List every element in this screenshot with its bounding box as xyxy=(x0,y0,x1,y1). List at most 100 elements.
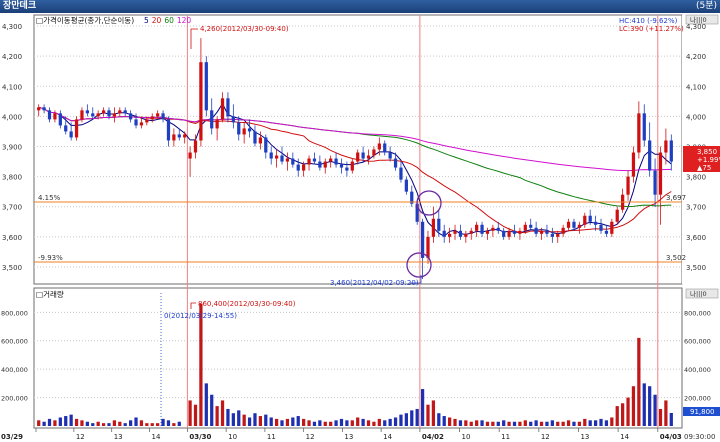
price-tick-right: 4,000 xyxy=(686,113,706,121)
candle xyxy=(156,110,160,120)
candle xyxy=(134,113,138,129)
candle-body xyxy=(134,119,138,126)
time-axis-hour-label: 10 xyxy=(228,433,237,441)
marker-circle-lower[interactable] xyxy=(406,252,432,278)
volume-bar xyxy=(204,383,208,426)
candle-body xyxy=(642,113,646,141)
candle-body xyxy=(437,218,441,231)
volume-bar xyxy=(339,418,344,426)
volume-bar xyxy=(431,400,436,426)
candle-body xyxy=(139,122,144,126)
candle-body xyxy=(593,221,598,225)
price-legend[interactable]: □가격이동평균(종가,단순이동) 5 20 60 120 xyxy=(36,15,191,25)
volume-bar xyxy=(518,421,522,426)
candle xyxy=(669,134,673,171)
volume-bar xyxy=(572,421,576,426)
candle-body xyxy=(415,203,419,222)
volume-bar xyxy=(464,420,468,426)
volume-bar xyxy=(550,420,554,426)
candle xyxy=(264,134,268,159)
candle-body xyxy=(80,110,84,120)
candle xyxy=(80,107,84,123)
volume-bars xyxy=(37,303,673,426)
volume-bar xyxy=(583,418,587,426)
volume-bar xyxy=(502,420,506,426)
volume-grid xyxy=(34,311,682,399)
candle xyxy=(329,155,333,168)
time-axis-hour-label: 11 xyxy=(501,433,510,441)
volume-bar xyxy=(302,418,306,426)
time-axis-hour-label: 13 xyxy=(344,433,353,441)
volume-bar xyxy=(220,400,225,426)
ma-period-legend: 5 20 60 120 xyxy=(144,16,191,25)
candle-body xyxy=(653,170,657,195)
current-price: 3,850 xyxy=(697,148,717,156)
ma-legend-item: 120 xyxy=(177,16,192,25)
candle-body xyxy=(177,134,181,138)
candle-body xyxy=(150,116,154,120)
candle xyxy=(399,161,403,183)
candle xyxy=(626,170,630,201)
candle-body xyxy=(523,224,527,231)
candle xyxy=(588,209,592,225)
candle xyxy=(664,128,668,165)
volume-bar xyxy=(556,421,560,426)
candle xyxy=(96,110,100,120)
candle xyxy=(561,224,565,237)
candle xyxy=(523,221,527,234)
candle xyxy=(577,221,582,234)
price-tick-right: 3,800 xyxy=(686,174,706,182)
candle-body xyxy=(269,152,273,159)
marker-circle-upper[interactable] xyxy=(416,190,442,216)
candle xyxy=(210,98,214,135)
candle-body xyxy=(334,158,338,165)
volume-bar xyxy=(42,421,46,426)
stock-chart[interactable]: 4.15% 3,697 -9.93% 3,502 4,260(2012/03/3… xyxy=(0,13,720,442)
volume-bar xyxy=(593,420,598,426)
volume-bar xyxy=(664,400,668,426)
price-panel-corner-button[interactable] xyxy=(685,14,719,25)
candle-body xyxy=(264,137,268,153)
candle-body xyxy=(231,116,235,123)
current-volume-box xyxy=(683,407,720,416)
candle-body xyxy=(545,230,549,234)
candle xyxy=(177,128,181,141)
candle-body xyxy=(529,224,533,228)
volume-bar xyxy=(361,418,365,426)
price-grid xyxy=(34,25,682,268)
volume-zero-annotation: 0(2012/03/29-14:55) xyxy=(164,312,237,320)
volume-bar xyxy=(161,418,165,426)
volume-bar xyxy=(199,303,203,426)
candle-body xyxy=(550,233,554,237)
candle xyxy=(74,116,79,141)
candle xyxy=(507,227,511,240)
candle-body xyxy=(658,152,663,195)
volume-panel-corner-button[interactable] xyxy=(685,288,719,299)
candle-body xyxy=(458,230,463,237)
volume-bar xyxy=(74,418,79,426)
candle-body xyxy=(512,230,517,234)
volume-legend[interactable]: □거래량 xyxy=(36,290,64,299)
candle xyxy=(280,146,284,165)
candle-body xyxy=(539,230,544,234)
volume-bar xyxy=(372,421,376,426)
candle xyxy=(64,116,68,135)
candle-body xyxy=(107,110,111,117)
time-axis-end-label: 09:30:00 xyxy=(684,433,715,441)
candle-body xyxy=(339,164,344,168)
volume-bar xyxy=(264,414,268,426)
interval-badge[interactable]: (5분) xyxy=(695,1,717,11)
volume-bar xyxy=(410,410,414,426)
candle xyxy=(253,125,257,147)
volume-panel-corner-button-label: 나|||0 xyxy=(690,289,707,298)
volume-bar xyxy=(610,417,614,426)
candle xyxy=(69,122,73,141)
volume-bar xyxy=(107,423,111,426)
volume-bar xyxy=(188,400,192,426)
candle-body xyxy=(128,113,133,120)
time-axis-hour-label: 13 xyxy=(114,433,123,441)
candle xyxy=(345,161,349,177)
session-divider-lines xyxy=(186,15,659,428)
candle xyxy=(58,110,62,129)
candle-body xyxy=(74,119,79,138)
